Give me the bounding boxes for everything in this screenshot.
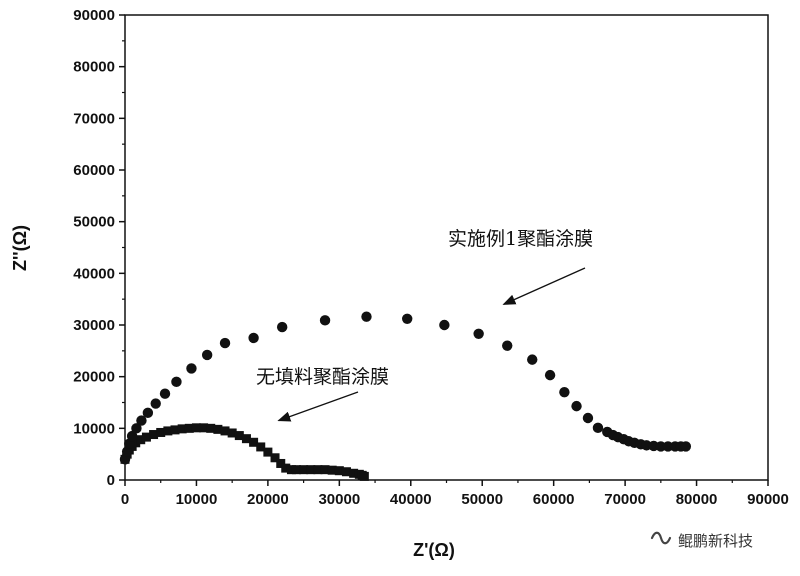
data-point-square	[170, 425, 180, 435]
data-point-square	[286, 465, 296, 475]
data-point-square	[306, 465, 316, 475]
data-point-circle	[582, 412, 594, 424]
data-point-square	[359, 471, 369, 481]
data-point-square	[149, 430, 159, 440]
data-point-square	[349, 468, 359, 478]
data-point-square	[184, 423, 194, 433]
data-point-circle	[219, 337, 231, 349]
data-point-square	[177, 424, 187, 434]
data-point-circle	[527, 354, 538, 365]
x-tick-label: 20000	[247, 491, 289, 508]
x-tick-label: 0	[121, 491, 129, 508]
y-tick-label: 80000	[73, 59, 115, 76]
data-point-circle	[142, 407, 154, 419]
data-point-square	[291, 465, 301, 475]
data-point-square	[234, 431, 244, 441]
data-point-circle	[680, 441, 692, 452]
y-axis-ticks: 0 10000 20000 30000 40000 50000 60000 70000 8000…	[73, 7, 125, 489]
annotation-arrow-example1	[502, 267, 586, 305]
data-point-square	[270, 453, 280, 463]
data-point-square	[256, 442, 266, 452]
x-tick-label: 70000	[604, 491, 646, 508]
data-point-circle	[559, 386, 570, 398]
y-tick-label: 0	[107, 472, 115, 489]
data-point-square	[263, 447, 273, 457]
data-point-circle	[655, 441, 667, 452]
data-point-square	[276, 458, 286, 468]
data-point-circle	[150, 398, 161, 409]
data-point-square	[281, 463, 291, 473]
data-point-square	[341, 467, 351, 477]
x-tick-label: 90000	[747, 491, 789, 508]
x-tick-label: 80000	[676, 491, 718, 508]
data-point-circle	[662, 441, 674, 452]
data-point-square	[141, 432, 151, 442]
data-point-square	[327, 465, 337, 475]
x-tick-label: 60000	[533, 491, 575, 508]
x-tick-label: 40000	[390, 491, 432, 508]
data-point-square	[213, 424, 223, 434]
annotation-arrow-nofiller	[277, 391, 359, 422]
data-point-square	[199, 423, 209, 433]
y-tick-label: 30000	[73, 317, 115, 334]
watermark: 鲲鹏新科技	[650, 531, 753, 550]
wechat-channel-icon	[650, 531, 672, 545]
y-axis-title: Z''(Ω)	[10, 225, 30, 271]
data-point-square	[191, 423, 201, 433]
annotation-nofiller-coating: 无填料聚酯涂膜	[256, 366, 389, 388]
series-nofiller	[120, 423, 369, 481]
data-point-circle	[131, 423, 142, 434]
x-tick-label: 50000	[461, 491, 503, 508]
data-point-square	[163, 426, 173, 436]
data-point-square	[220, 426, 230, 436]
data-point-square	[249, 437, 259, 447]
data-point-square	[227, 428, 237, 438]
x-axis-ticks: 0 10000 20000 30000 40000 50000 60000 70000 8000…	[121, 480, 789, 508]
series-layer	[119, 311, 692, 481]
data-point-square	[241, 434, 251, 444]
x-tick-label: 10000	[176, 491, 218, 508]
data-point-circle	[201, 349, 213, 361]
x-tick-label: 30000	[318, 491, 360, 508]
data-point-square	[299, 465, 309, 475]
data-point-circle	[402, 313, 413, 324]
annotation-example1-coating: 实施例1聚酯涂膜	[448, 228, 593, 250]
y-tick-label: 70000	[73, 110, 115, 127]
data-point-circle	[544, 369, 556, 381]
data-point-circle	[592, 422, 604, 434]
series-example1	[119, 311, 692, 465]
data-point-circle	[186, 363, 197, 374]
y-tick-label: 50000	[73, 214, 115, 231]
data-point-circle	[159, 388, 171, 399]
data-point-circle	[439, 319, 450, 331]
data-point-circle	[126, 430, 138, 442]
data-point-circle	[473, 328, 484, 339]
x-axis-title: Z'(Ω)	[413, 540, 455, 560]
watermark-text: 鲲鹏新科技	[678, 532, 753, 550]
plot-frame	[124, 14, 769, 481]
data-point-square	[136, 435, 146, 445]
data-point-circle	[319, 315, 331, 326]
data-point-circle	[248, 332, 259, 344]
y-tick-label: 60000	[73, 162, 115, 179]
data-point-square	[206, 423, 216, 433]
data-point-square	[131, 438, 141, 448]
data-point-square	[334, 466, 344, 476]
data-point-square	[313, 465, 323, 475]
data-point-circle	[276, 321, 288, 333]
y-tick-label: 20000	[73, 369, 115, 386]
y-tick-label: 90000	[73, 7, 115, 24]
data-point-circle	[361, 311, 372, 322]
data-point-square	[156, 427, 166, 437]
data-point-circle	[571, 400, 582, 412]
y-tick-label: 10000	[73, 420, 115, 437]
data-point-circle	[136, 415, 147, 426]
y-tick-label: 40000	[73, 265, 115, 282]
data-point-circle	[502, 340, 513, 351]
data-point-square	[320, 465, 330, 475]
data-point-circle	[171, 376, 182, 388]
